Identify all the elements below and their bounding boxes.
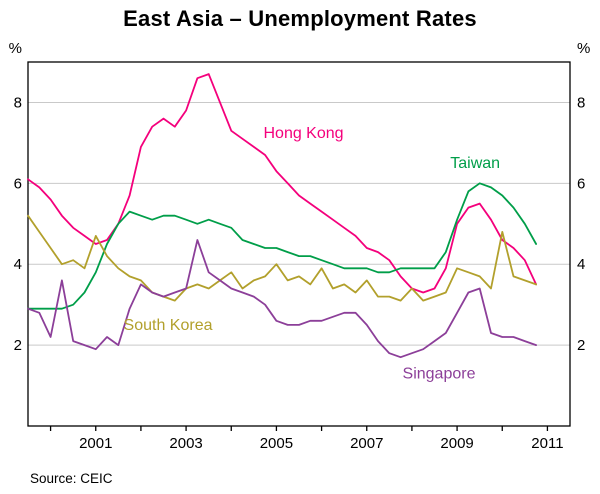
series-annotation-hong-kong: Hong Kong (263, 125, 343, 142)
y-tick-label-left: 8 (14, 94, 22, 111)
y-tick-label-right: 6 (577, 175, 585, 192)
series-annotation-taiwan: Taiwan (450, 155, 500, 172)
x-tick-label: 2011 (531, 435, 563, 452)
y-tick-label-left: 4 (14, 256, 22, 273)
x-tick-label: 2001 (79, 435, 112, 452)
series-line-hong-kong (27, 73, 537, 294)
x-tick-label: 2005 (260, 435, 293, 452)
series-line-taiwan (27, 182, 537, 310)
y-tick-label-right: 2 (577, 337, 585, 354)
y-axis-unit-right: % (577, 40, 590, 57)
series-line-south-korea (27, 214, 537, 302)
y-tick-label-right: 4 (577, 256, 585, 273)
x-tick-label: 2009 (440, 435, 473, 452)
series-annotation-south-korea: South Korea (124, 317, 213, 334)
y-axis-unit-left: % (9, 40, 22, 57)
plot-border (27, 61, 571, 427)
series-annotation-singapore: Singapore (403, 365, 476, 382)
series-line-singapore (27, 239, 537, 359)
chart-title: East Asia – Unemployment Rates (123, 6, 477, 31)
y-tick-label-left: 2 (14, 337, 22, 354)
x-tick-label: 2003 (169, 435, 202, 452)
x-tick-label: 2007 (350, 435, 383, 452)
source-note: Source: CEIC (30, 471, 113, 486)
y-tick-label-left: 6 (14, 175, 22, 192)
line-chart: 2 2 4 4 6 6 8 8% % 2001 2003 2005 2007 2009 2011 Hong K… (9, 40, 591, 452)
y-tick-label-right: 8 (577, 94, 585, 111)
